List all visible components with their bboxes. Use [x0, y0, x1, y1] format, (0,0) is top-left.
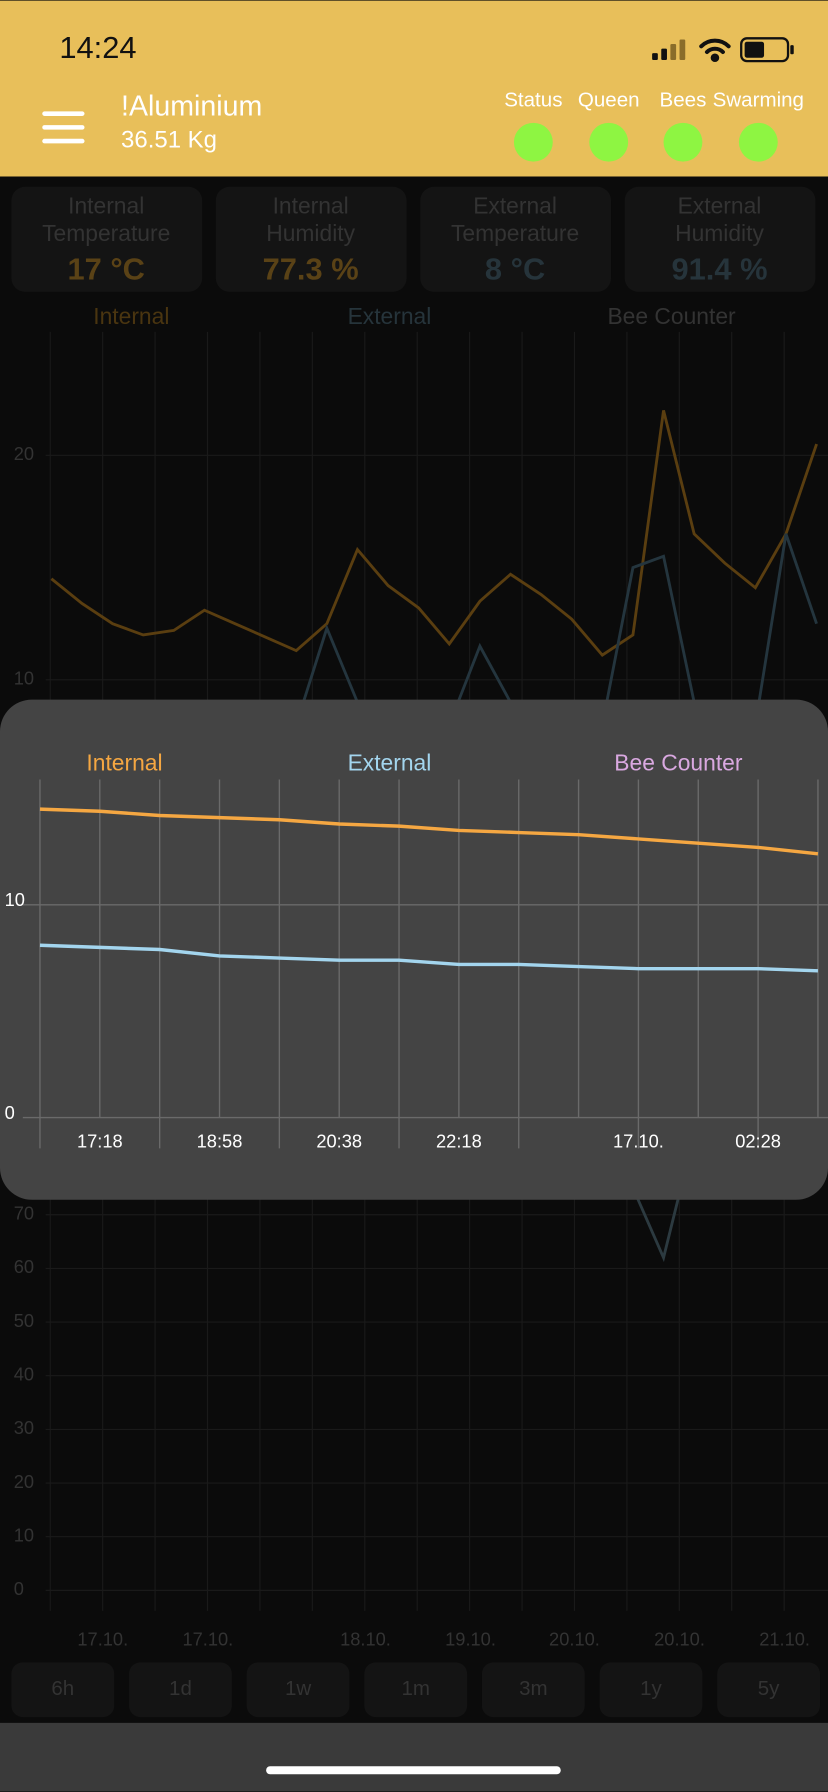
y2-tick-label: 60: [14, 1256, 34, 1277]
indicator-label: Status: [504, 89, 562, 112]
legend-item: Internal: [93, 303, 169, 329]
range-button[interactable]: [481, 1662, 585, 1718]
indicator-label: Queen: [578, 89, 640, 112]
range-button-label: 1d: [169, 1677, 192, 1700]
range-button[interactable]: [246, 1662, 350, 1718]
x-tick-label: 20.10.: [549, 1628, 600, 1649]
chart-popup: Internal External Bee Counter 17:18 18:58 20:…: [0, 699, 828, 1200]
card-label: Internal: [68, 192, 144, 218]
menu-button[interactable]: [42, 111, 85, 144]
sensor-card: [215, 186, 407, 292]
range-button-label: 5y: [758, 1677, 780, 1700]
home-indicator: [266, 1766, 561, 1775]
card-label: Humidity: [675, 220, 764, 246]
wifi-icon: [699, 38, 731, 63]
legend-item: Internal: [86, 750, 162, 776]
range-button[interactable]: [364, 1662, 468, 1718]
range-button[interactable]: [717, 1662, 821, 1718]
y2-tick-label: 30: [14, 1417, 34, 1438]
indicator-dot[interactable]: [663, 122, 703, 162]
series-line: [50, 410, 818, 658]
range-button[interactable]: [11, 1662, 115, 1718]
card-value: 8 °C: [485, 251, 545, 286]
x-tick-label: 02:28: [735, 1131, 781, 1152]
hive-weight: 36.51 Kg: [121, 126, 217, 153]
y-tick-label: 10: [5, 889, 25, 910]
card-label: Internal: [273, 192, 349, 218]
range-button-label: 1y: [640, 1677, 662, 1700]
indicator-label: Swarming: [713, 89, 804, 112]
range-button-label: 6h: [51, 1677, 74, 1700]
card-label: Humidity: [266, 220, 355, 246]
x-tick-label: 19.10.: [445, 1628, 496, 1649]
x-tick-label: 17.10.: [613, 1131, 664, 1152]
popup-panel: [0, 699, 828, 1200]
x-tick-label: 18:58: [197, 1131, 243, 1152]
indicator-dot[interactable]: [738, 122, 778, 162]
indicators: Status Queen Bees Swarming: [504, 89, 804, 162]
y2-tick-label: 0: [14, 1578, 24, 1599]
card-value: 91.4 %: [672, 251, 768, 286]
x-tick-label: 20.10.: [654, 1628, 705, 1649]
y2-tick-label: 70: [14, 1203, 34, 1224]
range-button[interactable]: [599, 1662, 703, 1718]
series-line: [39, 943, 819, 973]
card-label: External: [473, 192, 557, 218]
x-tick-label: 18.10.: [340, 1628, 391, 1649]
range-button[interactable]: [129, 1662, 232, 1718]
battery-icon: [740, 37, 794, 63]
x-tick-label: 20:38: [316, 1131, 362, 1152]
legend-item: Bee Counter: [607, 303, 736, 329]
x-tick-label: 17:18: [77, 1131, 123, 1152]
y2-tick-label: 40: [14, 1364, 34, 1385]
legend-item: External: [348, 303, 432, 329]
range-button-label: 1m: [401, 1677, 430, 1700]
range-button-label: 1w: [285, 1677, 311, 1700]
card-value: 17 °C: [67, 251, 144, 286]
x-tick-label: 22:18: [436, 1131, 482, 1152]
card-label: External: [678, 192, 762, 218]
indicator-dot[interactable]: [513, 122, 553, 162]
bottom-bar: [0, 1722, 828, 1792]
y-tick-label: 10: [14, 668, 34, 689]
signal-icon: [652, 39, 686, 61]
y2-tick-label: 10: [14, 1525, 34, 1546]
sensor-card: [11, 186, 203, 292]
y-tick-label: 20: [14, 443, 34, 464]
x-tick-label: 17.10.: [182, 1628, 233, 1649]
series-line: [39, 807, 819, 856]
indicator-dot[interactable]: [589, 122, 629, 162]
card-label: Temperature: [451, 220, 579, 246]
clock: 14:24: [59, 30, 136, 65]
sensor-card: [624, 186, 816, 292]
card-value: 77.3 %: [263, 251, 359, 286]
y-tick-label: 0: [5, 1102, 15, 1123]
hive-name: !Aluminium: [121, 91, 262, 123]
x-tick-label: 17.10.: [77, 1628, 128, 1649]
indicator-label: Bees: [660, 89, 707, 112]
range-buttons: 6h 1d 1w 1m 3m 1y 5y: [11, 1662, 821, 1718]
sensor-card: [420, 186, 612, 292]
y2-tick-label: 20: [14, 1471, 34, 1492]
x-tick-label: 21.10.: [759, 1628, 810, 1649]
card-label: Temperature: [42, 220, 170, 246]
legend-item: Bee Counter: [614, 750, 743, 776]
legend-item: External: [348, 750, 432, 776]
range-button-label: 3m: [519, 1677, 548, 1700]
y2-tick-label: 50: [14, 1310, 34, 1331]
